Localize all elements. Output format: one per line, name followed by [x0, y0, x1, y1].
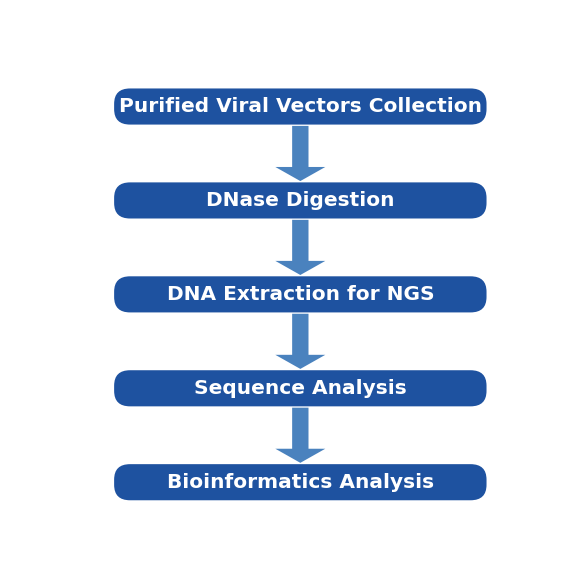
Polygon shape [275, 220, 325, 275]
FancyBboxPatch shape [114, 370, 486, 406]
Polygon shape [275, 314, 325, 369]
Text: Purified Viral Vectors Collection: Purified Viral Vectors Collection [119, 97, 482, 116]
FancyBboxPatch shape [114, 89, 486, 125]
FancyBboxPatch shape [114, 182, 486, 219]
Text: DNase Digestion: DNase Digestion [206, 191, 394, 210]
Polygon shape [275, 408, 325, 463]
Text: Bioinformatics Analysis: Bioinformatics Analysis [167, 472, 434, 492]
Text: Sequence Analysis: Sequence Analysis [194, 379, 407, 398]
Polygon shape [275, 126, 325, 181]
Text: DNA Extraction for NGS: DNA Extraction for NGS [166, 285, 434, 304]
FancyBboxPatch shape [114, 276, 486, 312]
FancyBboxPatch shape [114, 464, 486, 500]
